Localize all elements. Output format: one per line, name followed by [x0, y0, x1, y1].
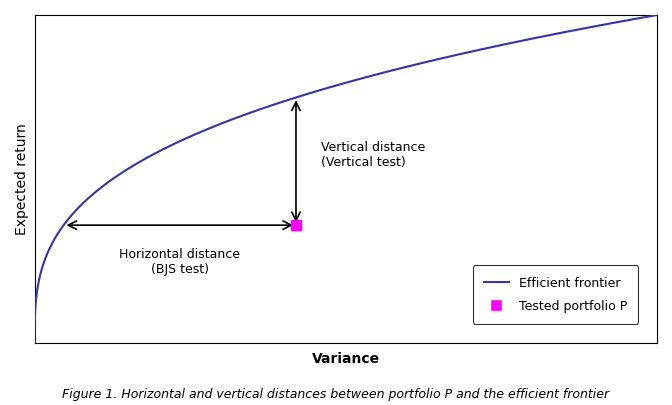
Text: Horizontal distance
(BJS test): Horizontal distance (BJS test) — [120, 248, 241, 276]
Text: Vertical distance
(Vertical test): Vertical distance (Vertical test) — [321, 141, 425, 169]
Text: Figure 1. Horizontal and vertical distances between portfolio P and the efficien: Figure 1. Horizontal and vertical distan… — [62, 388, 610, 401]
Legend: Efficient frontier, Tested portfolio P: Efficient frontier, Tested portfolio P — [472, 266, 638, 324]
Y-axis label: Expected return: Expected return — [15, 123, 29, 235]
X-axis label: Variance: Variance — [312, 352, 380, 366]
